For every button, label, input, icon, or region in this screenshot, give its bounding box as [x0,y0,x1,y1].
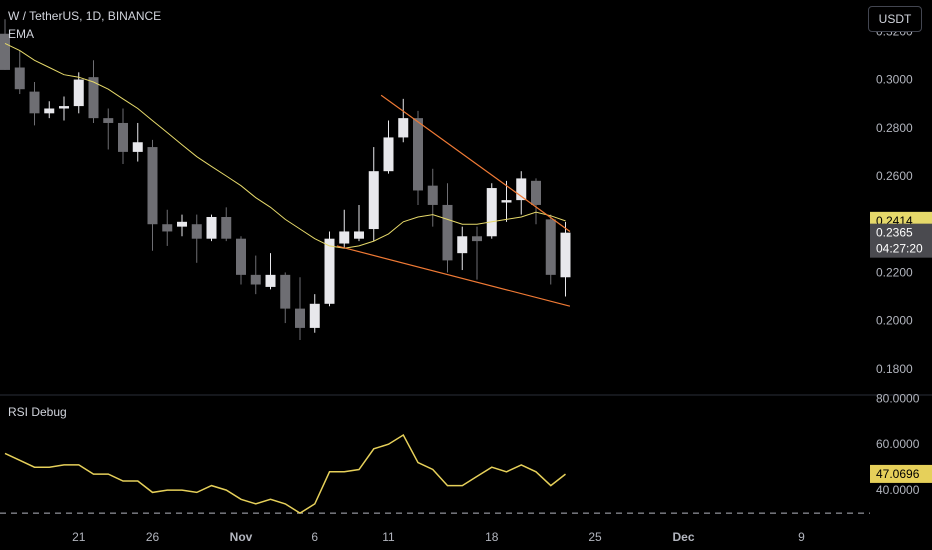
date-tick-label: 25 [588,530,602,544]
rsi-tick-label: 60.0000 [876,437,920,451]
price-tick-label: 0.3000 [876,73,913,87]
candle-body [486,188,497,237]
price-pane[interactable] [0,19,571,340]
price-tick-label: 0.2800 [876,121,913,135]
trendline [336,245,571,307]
date-tick-label: 18 [485,530,499,544]
candle-body [309,303,320,328]
countdown-text: 04:27:20 [876,242,923,256]
month-tick-label: Nov [230,530,253,544]
ema-line [4,42,566,249]
candle-body [132,142,143,152]
rsi-line [4,433,566,514]
candle-body [236,238,246,275]
candle-body [531,180,541,205]
date-tick-label: 6 [311,530,318,544]
rsi-axis[interactable]: 80.0000 60.0000 40.0000 47.0696 [870,391,932,497]
currency-button[interactable]: USDT [868,6,922,32]
candle-body [324,238,335,304]
candle-body [354,231,364,239]
candle-body [250,274,261,285]
candle-body [162,224,173,232]
rsi-value-text: 47.0696 [876,467,920,481]
candle-body [427,185,438,205]
date-tick-label: 26 [146,530,160,544]
candle-body [88,77,99,119]
candle-body [14,67,25,90]
candle-body [413,118,423,191]
candle-body [103,118,114,123]
price-axis[interactable]: 0.32000.30000.28000.26000.24000.22000.20… [870,24,932,376]
candle-body [0,33,10,70]
candle-body [191,224,202,239]
candle-body [29,91,40,114]
candle-body [368,171,379,230]
candle-body [118,122,128,152]
price-tick-label: 0.1800 [876,362,913,376]
candle-body [295,308,305,328]
candle-body [472,236,482,242]
time-axis[interactable]: 21 26 Nov 6 11 18 25 Dec 9 [72,530,805,544]
candle-body [73,79,84,107]
candle-body [206,216,217,239]
rsi-tick-label: 40.0000 [876,483,920,497]
symbol-title[interactable]: W / TetherUS, 1D, BINANCE [8,9,162,23]
rsi-pane[interactable] [0,433,870,514]
date-tick-label: 21 [72,530,86,544]
candle-body [221,216,232,239]
date-tick-label: 11 [382,530,395,544]
candle-body [339,231,350,244]
candle-body [265,274,276,287]
last-price-text: 0.2365 [876,226,913,240]
rsi-value-badge [870,464,932,483]
rsi-indicator-label[interactable]: RSI Debug [8,405,67,419]
trendline [380,94,571,232]
candle-body [501,200,512,203]
candle-body [177,221,187,227]
ema-indicator-label[interactable]: EMA [8,27,35,41]
candle-body [59,106,69,109]
month-tick-label: Dec [672,530,694,544]
candle-body [44,108,55,114]
last-price-badge [870,223,932,258]
candle-body [516,178,527,201]
candle-body [560,232,571,278]
candle-body [280,274,291,309]
price-tick-label: 0.2200 [876,265,913,279]
rsi-tick-label: 80.0000 [876,391,920,405]
candle-body [398,118,409,138]
candle-body [442,204,453,261]
date-tick-label: 9 [798,530,805,544]
candle-body [457,236,468,254]
candle-body [545,219,556,275]
price-tick-label: 0.2600 [876,169,913,183]
price-tick-label: 0.2000 [876,314,913,328]
candle-body [147,147,158,225]
candle-body [383,137,394,172]
